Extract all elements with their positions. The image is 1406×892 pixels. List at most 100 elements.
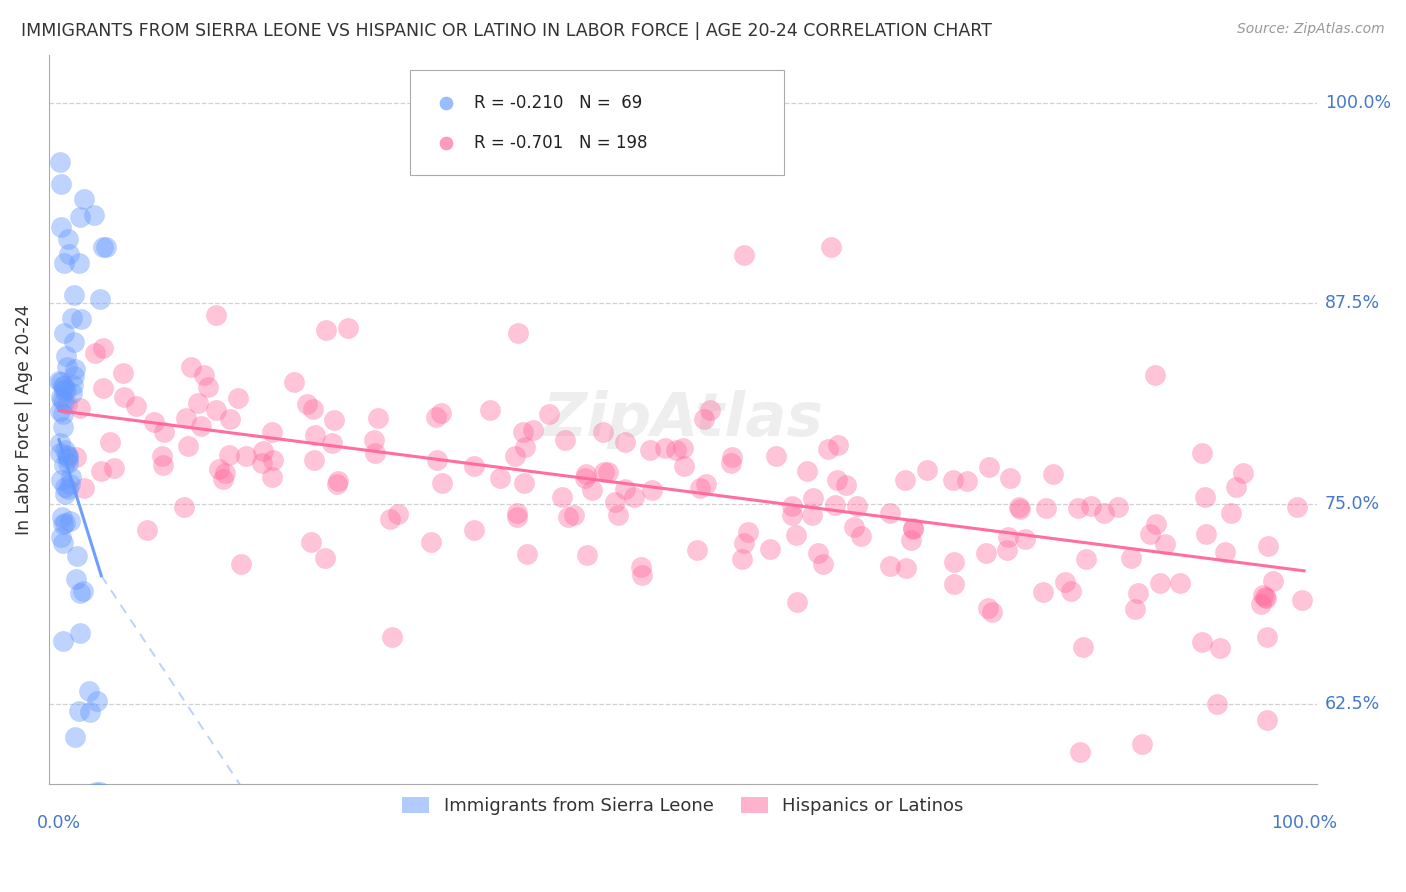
Point [1130, 737, 1153, 751]
Point [780, 508, 803, 523]
Point [846, 499, 869, 513]
Point [516, 547, 538, 561]
Point [214, 467, 236, 481]
Point [733, 248, 755, 262]
Point [614, 483, 637, 497]
Point [55, 359, 77, 374]
Point [1032, 585, 1054, 599]
Point [463, 458, 485, 473]
Point [426, 452, 449, 467]
Point [1256, 630, 1278, 644]
Point [52, 408, 75, 422]
Point [796, 464, 818, 478]
Point [51, 530, 73, 544]
Point [65, 450, 87, 464]
Point [297, 397, 319, 411]
Point [574, 471, 596, 485]
Point [430, 406, 453, 420]
Point [98, 435, 121, 450]
Point [900, 533, 922, 547]
Point [598, 466, 620, 480]
Point [720, 457, 742, 471]
Point [592, 425, 614, 439]
Point [326, 477, 349, 491]
Point [654, 441, 676, 455]
Point [304, 427, 326, 442]
Point [218, 448, 240, 462]
Point [672, 458, 695, 473]
Point [1213, 545, 1236, 559]
Point [69, 401, 91, 416]
Point [69, 210, 91, 224]
Point [1168, 575, 1191, 590]
Text: 100.0%: 100.0% [1324, 95, 1391, 112]
Point [52, 378, 75, 392]
Point [302, 401, 325, 416]
Point [186, 396, 208, 410]
Point [614, 435, 637, 450]
Point [86, 694, 108, 708]
Point [801, 508, 824, 522]
Point [229, 557, 252, 571]
Point [283, 376, 305, 390]
Point [623, 491, 645, 505]
Point [328, 474, 350, 488]
Point [977, 459, 1000, 474]
Point [689, 481, 711, 495]
Point [48, 374, 70, 388]
Point [437, 200, 460, 214]
Point [52, 379, 75, 393]
Point [152, 458, 174, 472]
Point [640, 443, 662, 458]
Point [204, 308, 226, 322]
Point [894, 474, 917, 488]
Point [124, 400, 146, 414]
Point [593, 465, 616, 479]
Point [67, 256, 90, 270]
Point [879, 559, 901, 574]
Point [65, 572, 87, 586]
Point [84, 785, 107, 799]
Point [506, 506, 529, 520]
Point [56, 456, 79, 470]
Text: 0.0%: 0.0% [37, 814, 82, 832]
Point [52, 536, 75, 550]
Point [512, 476, 534, 491]
Point [631, 567, 654, 582]
Point [1194, 490, 1216, 504]
Point [672, 442, 695, 456]
Point [193, 368, 215, 383]
Point [721, 450, 744, 464]
Point [56, 448, 79, 462]
Point [1042, 467, 1064, 481]
Point [53, 458, 76, 473]
Point [112, 390, 135, 404]
Point [603, 495, 626, 509]
Point [66, 549, 89, 564]
Point [262, 470, 284, 484]
Point [51, 510, 73, 524]
Point [53, 487, 76, 501]
Point [1000, 471, 1022, 485]
Point [827, 438, 849, 452]
Point [824, 498, 846, 512]
Point [48, 155, 70, 169]
Point [463, 523, 485, 537]
Point [765, 449, 787, 463]
Point [59, 470, 82, 484]
Point [1195, 527, 1218, 541]
Point [811, 558, 834, 572]
Point [49, 435, 72, 450]
Legend: Immigrants from Sierra Leone, Hispanics or Latinos: Immigrants from Sierra Leone, Hispanics … [395, 789, 970, 822]
Point [63, 334, 86, 349]
Point [974, 546, 997, 560]
Point [51, 219, 73, 234]
Point [314, 551, 336, 566]
Point [554, 433, 576, 447]
Point [59, 477, 82, 491]
Point [1149, 576, 1171, 591]
Point [262, 425, 284, 439]
Point [302, 453, 325, 467]
Point [53, 516, 76, 530]
Point [83, 346, 105, 360]
